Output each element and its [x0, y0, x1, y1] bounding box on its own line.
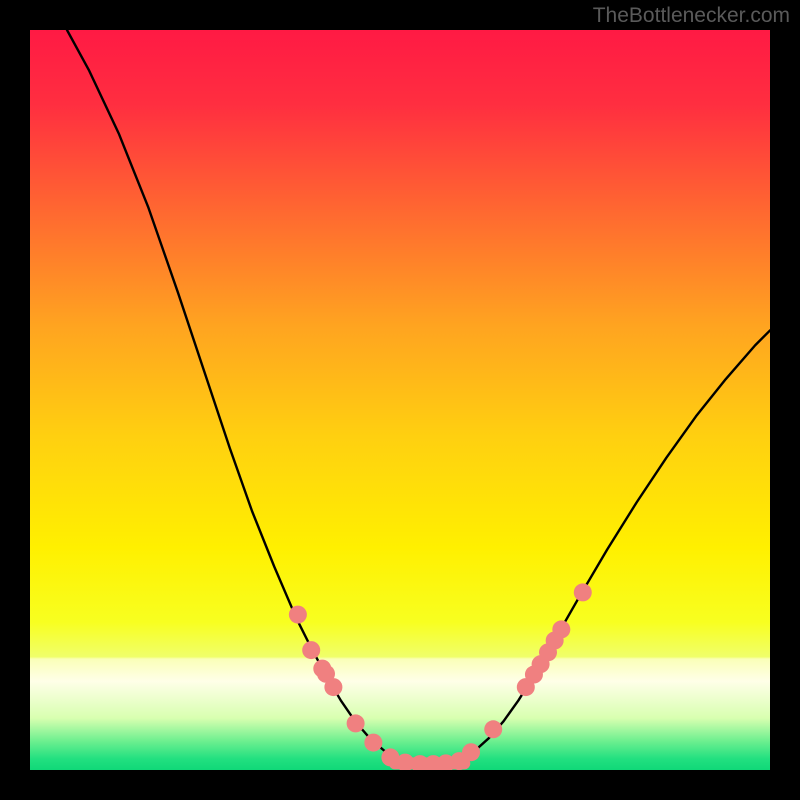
watermark-text: TheBottlenecker.com	[593, 4, 790, 28]
chart-svg	[30, 30, 770, 770]
gradient-background	[30, 30, 770, 770]
data-marker	[302, 641, 320, 659]
data-marker	[364, 734, 382, 752]
plot-area	[30, 30, 770, 770]
data-marker	[324, 678, 342, 696]
data-marker	[462, 743, 480, 761]
chart-outer: TheBottlenecker.com	[0, 0, 800, 800]
data-marker	[574, 583, 592, 601]
data-marker	[347, 714, 365, 732]
data-marker	[484, 720, 502, 738]
data-marker	[289, 606, 307, 624]
data-marker	[552, 620, 570, 638]
